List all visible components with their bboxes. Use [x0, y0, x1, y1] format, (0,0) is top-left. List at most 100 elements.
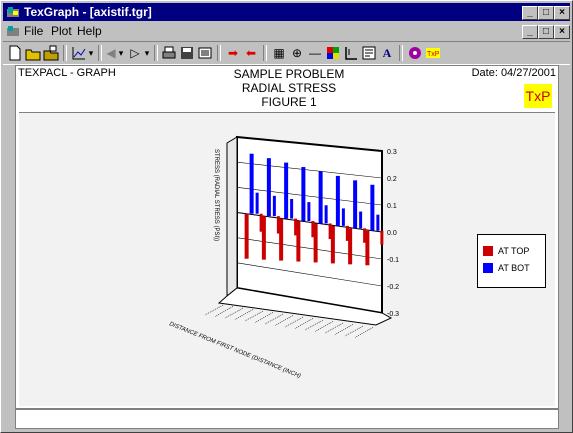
- bar-at-top: [345, 225, 349, 241]
- font-icon[interactable]: A: [382, 46, 392, 60]
- x-tick-label: [234, 309, 254, 320]
- doc-close-button[interactable]: ×: [554, 25, 570, 39]
- settings-icon[interactable]: [407, 45, 423, 61]
- arrow-right-icon[interactable]: ➡: [227, 46, 239, 60]
- menu-bar: File Plot Help _ □ ×: [3, 22, 570, 40]
- document-icon[interactable]: [6, 25, 20, 37]
- bar-at-top: [259, 213, 263, 232]
- y-tick-label: 0.0: [387, 230, 397, 237]
- previous-dropdown-icon[interactable]: ▾: [118, 48, 124, 58]
- x-tick-label: [214, 306, 234, 317]
- x-tick-label: [294, 318, 314, 329]
- gridline: [236, 161, 383, 179]
- bar-at-top: [330, 225, 335, 264]
- bar-at-bot: [341, 208, 345, 226]
- x-tick-label: [324, 322, 344, 334]
- bar-at-bot: [324, 205, 328, 224]
- line-icon[interactable]: —: [309, 46, 321, 60]
- window-title: TexGraph - [axistif.tgr]: [24, 5, 152, 19]
- doc-restore-button[interactable]: □: [538, 25, 554, 39]
- bar-at-top: [261, 216, 266, 260]
- graph-title-line-3: FIGURE 1: [261, 95, 317, 109]
- grid-icon[interactable]: ▦: [273, 46, 285, 60]
- toolbar-separator: [154, 45, 158, 61]
- toolbar-separator: [217, 45, 221, 61]
- svg-text:TxP: TxP: [427, 51, 440, 58]
- bar-at-top: [348, 228, 353, 265]
- toolbar-separator: [63, 45, 67, 61]
- y-tick-label: -0.3: [387, 311, 399, 318]
- gridline: [236, 262, 383, 287]
- axes-plus-icon[interactable]: ⊕: [291, 46, 303, 60]
- y-axis-label: STRESS (RADIAL STRESS (PSI)): [213, 149, 219, 241]
- bar-at-bot: [307, 202, 311, 222]
- y-tick-label: -0.2: [387, 284, 399, 291]
- toolbar: ▾ ◀ ▾ ▷ ▾ ➡ ⬅ ▦ ⊕ — A TxP: [3, 41, 570, 65]
- doc-minimize-button[interactable]: _: [522, 25, 538, 39]
- arrow-left-icon[interactable]: ⬅: [245, 46, 257, 60]
- bar-at-top: [363, 228, 367, 243]
- txp-logo-icon[interactable]: TxP: [425, 45, 441, 61]
- menu-file[interactable]: File: [24, 24, 44, 38]
- graph-title-line-2: RADIAL STRESS: [241, 81, 337, 95]
- legend-swatch-bot: [483, 263, 493, 273]
- toolbar-separator: [399, 45, 403, 61]
- open-file-icon[interactable]: [43, 45, 59, 61]
- legend-label-top: AT TOP: [498, 246, 530, 256]
- save-icon[interactable]: [179, 45, 195, 61]
- chart-y-ticks: 0.3 0.2 0.1 0.0 -0.1 -0.2 -0.3: [387, 149, 399, 318]
- bar-at-top: [276, 216, 280, 234]
- chart-type-dropdown-icon[interactable]: ▾: [88, 48, 94, 58]
- graph-title-line-1: SAMPLE PROBLEM: [233, 67, 345, 81]
- gridline: [236, 237, 383, 260]
- bar-at-bot: [266, 158, 271, 217]
- x-tick-label: [284, 316, 304, 328]
- plot-area: 0.3 0.2 0.1 0.0 -0.1 -0.2 -0.3 STRESS (RADIAL …: [19, 112, 555, 406]
- gridline: [236, 187, 383, 206]
- y-tick-label: 0.3: [387, 149, 397, 156]
- close-button[interactable]: ×: [554, 6, 570, 20]
- texgraph-app-icon[interactable]: [6, 5, 20, 19]
- next-icon[interactable]: ▷: [130, 46, 140, 60]
- maximize-button[interactable]: □: [538, 6, 554, 20]
- print-icon[interactable]: [161, 45, 177, 61]
- bar-at-bot: [376, 214, 380, 231]
- x-tick-label: [354, 327, 374, 338]
- bar-at-top: [294, 218, 298, 236]
- chart-3d: 0.3 0.2 0.1 0.0 -0.1 -0.2 -0.3 STRESS (RADIAL …: [168, 135, 399, 380]
- bar-at-bot: [255, 192, 259, 214]
- x-tick-label: [254, 312, 274, 323]
- menu-help[interactable]: Help: [77, 24, 102, 38]
- open-folder-icon[interactable]: [25, 45, 41, 61]
- axes-icon[interactable]: [343, 45, 359, 61]
- bar-at-top: [311, 221, 315, 238]
- x-tick-label: [264, 313, 284, 325]
- minimize-button[interactable]: _: [522, 6, 538, 20]
- bar-at-top: [244, 213, 249, 259]
- chart-bars: [244, 153, 384, 266]
- chart-type-icon[interactable]: [71, 45, 87, 61]
- chart-side-wall: [226, 136, 238, 298]
- new-file-icon[interactable]: [7, 45, 23, 61]
- bar-at-top: [328, 223, 332, 240]
- menu-plot[interactable]: Plot: [51, 24, 72, 38]
- bar-at-bot: [359, 211, 363, 229]
- x-tick-label: [314, 321, 334, 332]
- bar-at-top: [365, 230, 370, 266]
- color-icon[interactable]: [325, 45, 341, 61]
- bar-at-bot: [353, 180, 358, 229]
- text-box-icon[interactable]: [361, 45, 377, 61]
- preview-icon[interactable]: [197, 45, 213, 61]
- x-tick-label: [244, 310, 264, 322]
- x-tick-label: [204, 304, 224, 316]
- legend-label-bot: AT BOT: [498, 263, 530, 273]
- x-tick-label: [334, 324, 354, 335]
- bar-at-bot: [318, 171, 323, 224]
- chart-x-ticks: [204, 304, 374, 338]
- previous-icon[interactable]: ◀: [106, 46, 116, 60]
- status-bar: [15, 409, 559, 429]
- next-dropdown-icon[interactable]: ▾: [144, 48, 150, 58]
- y-tick-label: 0.1: [387, 203, 397, 210]
- x-axis-label: DISTANCE FROM FIRST NODE (DISTANCE (INCH…: [168, 321, 301, 379]
- x-tick-label: [274, 315, 294, 326]
